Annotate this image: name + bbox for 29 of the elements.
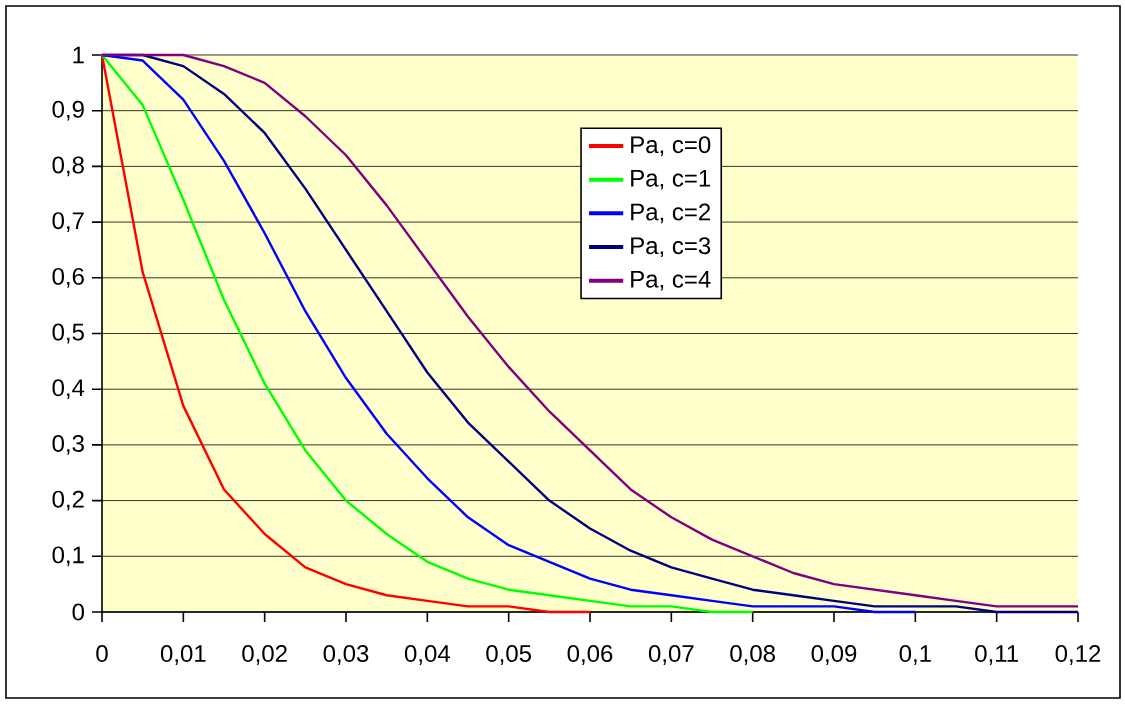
y-tick-label: 0,7 <box>52 212 84 232</box>
x-tick-label: 0,02 <box>242 645 287 665</box>
legend-label: Pa, c=3 <box>631 237 711 258</box>
legend-label: Pa, c=0 <box>631 136 711 157</box>
y-tick-label: 0,5 <box>52 323 84 344</box>
x-tick-label: 0,04 <box>404 645 450 665</box>
y-tick-label: 1 <box>73 46 84 64</box>
y-tick-label: 0,2 <box>52 490 84 511</box>
x-tick-label: 0 <box>96 645 108 663</box>
x-tick-label: 0,11 <box>975 645 1018 665</box>
y-tick-label: 0 <box>72 603 85 621</box>
y-tick-label: 0,8 <box>52 156 84 177</box>
x-tick-label: 0,01 <box>160 645 206 665</box>
x-tick-label: 0,12 <box>1055 645 1101 665</box>
x-tick-label: 0,06 <box>567 645 613 665</box>
x-tick-label: 0,09 <box>811 645 857 665</box>
x-tick-label: 0,07 <box>648 645 694 665</box>
x-tick-label: 0,03 <box>323 645 369 665</box>
y-tick-label: 0,4 <box>52 379 85 400</box>
legend-label: Pa, c=1 <box>631 169 711 190</box>
x-tick-label: 0,1 <box>899 645 931 665</box>
y-tick-label: 0,9 <box>52 100 84 121</box>
legend-label: Pa, c=4 <box>631 270 711 291</box>
legend-label: Pa, c=2 <box>631 203 711 224</box>
x-tick-label: 0,05 <box>486 645 531 665</box>
x-tick-label: 0,08 <box>730 645 775 665</box>
y-tick-label: 0,3 <box>52 434 84 455</box>
y-tick-label: 0,1 <box>52 546 84 567</box>
y-tick-label: 0,6 <box>52 267 84 288</box>
